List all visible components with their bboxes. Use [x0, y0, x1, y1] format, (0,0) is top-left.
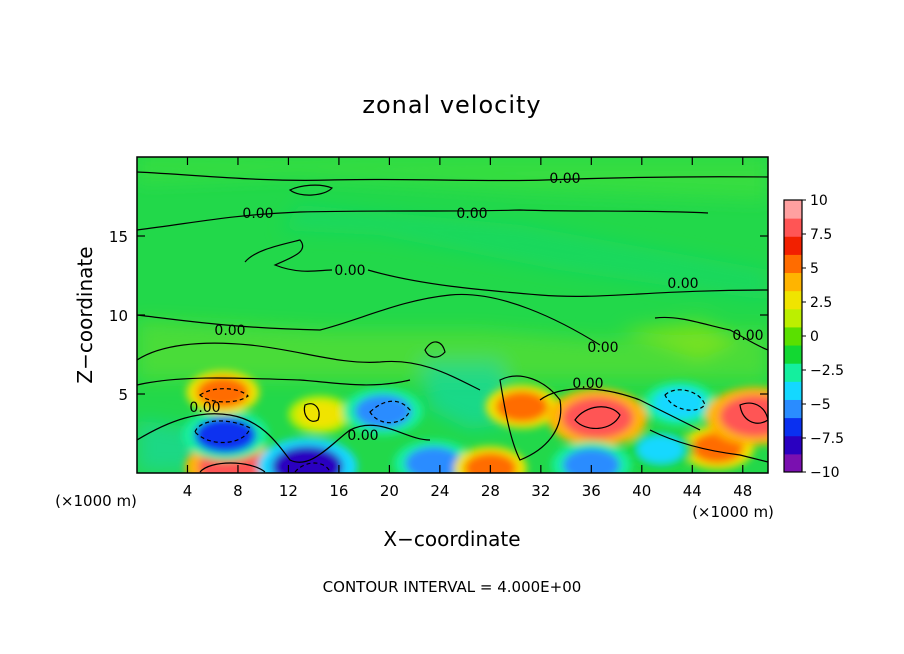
contour-label-1: 0.00	[242, 206, 273, 222]
x-tick-label-8: 8	[233, 482, 243, 500]
colorbar-segment-4	[784, 381, 802, 400]
contour-label-0: 0.00	[549, 171, 580, 187]
feature-core-9	[562, 397, 634, 439]
contour-label-7: 0.00	[587, 340, 618, 356]
y-tick-label-5: 5	[118, 386, 128, 404]
colorbar-label-5: −2.5	[810, 363, 844, 379]
feature-core-8	[495, 391, 548, 423]
background-field	[137, 157, 768, 473]
x-tick-label-32: 32	[531, 482, 550, 500]
y-tick-label-10: 10	[109, 307, 128, 325]
colorbar-segment-3	[784, 399, 802, 419]
x-unit-left: (×1000 m)	[55, 492, 137, 510]
x-tick-label-24: 24	[430, 482, 449, 500]
contour-label-4: 0.00	[667, 276, 698, 292]
feature-core-2	[194, 416, 257, 454]
colorbar-segment-0	[784, 453, 802, 473]
y-tick-label-15: 15	[109, 228, 128, 246]
colorbar-segment-9	[784, 290, 802, 310]
feature-core-11	[653, 387, 706, 419]
colorbar-labels: 10 7.5 5 2.5 0 −2.5 −5 −7.5 −10	[802, 193, 844, 481]
colorbar-segment-10	[784, 272, 802, 292]
x-tick-label-48: 48	[733, 482, 752, 500]
contour-labels: 0.00 0.00 0.00 0.00 0.00 0.00 0.00 0.00 0.00 0.00…	[189, 171, 763, 444]
colorbar-segment-5	[784, 363, 802, 382]
colorbar-segment-11	[784, 254, 802, 274]
x-tick-label-20: 20	[380, 482, 399, 500]
x-tick-label-12: 12	[279, 482, 298, 500]
y-axis-label: Z−coordinate	[73, 246, 97, 383]
feature-core-5	[354, 394, 412, 429]
feature-core-3	[196, 376, 249, 408]
colorbar-segment-2	[784, 417, 802, 437]
x-tick-label-16: 16	[329, 482, 348, 500]
contour-label-10: 0.00	[347, 428, 378, 444]
contour-label-8: 0.00	[572, 376, 603, 392]
x-axis-ticks: 4 8 12 16 20 24 28 32 36 40 44 48	[183, 157, 752, 500]
x-axis-label: X−coordinate	[383, 527, 520, 551]
feature-core-7	[464, 452, 517, 473]
colorbar-label-6: −5	[810, 397, 831, 413]
feature-core-13	[719, 395, 768, 437]
colorbar-label-7: −7.5	[810, 431, 844, 447]
colorbar-label-8: −10	[810, 465, 840, 481]
anomaly-features	[182, 370, 768, 473]
feature-core-14	[637, 435, 685, 464]
colorbar-label-4: 0	[810, 329, 819, 345]
colorbar-label-3: 2.5	[810, 295, 832, 311]
x-tick-label-44: 44	[683, 482, 702, 500]
colorbar-label-2: 5	[810, 261, 819, 277]
colorbar-segment-13	[784, 218, 802, 237]
contour-label-6: 0.00	[732, 328, 763, 344]
feature-core-1	[271, 445, 343, 473]
y-axis-ticks: 5 10 15	[109, 228, 768, 404]
contour-interval-note: CONTOUR INTERVAL = 4.000E+00	[323, 578, 582, 596]
x-tick-label-28: 28	[481, 482, 500, 500]
feature-core-6	[405, 446, 462, 473]
colorbar-label-1: 7.5	[810, 227, 832, 243]
colorbar-segment-14	[784, 200, 802, 219]
colorbar-segment-1	[784, 435, 802, 455]
x-unit-right: (×1000 m)	[692, 503, 774, 521]
contour-lines	[137, 171, 768, 473]
colorbar-segment-7	[784, 326, 802, 346]
feature-core-10	[562, 448, 620, 473]
contour-label-3: 0.00	[334, 263, 365, 279]
plot-area: 0.00 0.00 0.00 0.00 0.00 0.00 0.00 0.00 0.00 0.00…	[137, 157, 768, 473]
colorbar-segment-12	[784, 236, 802, 255]
x-tick-label-4: 4	[183, 482, 193, 500]
colorbar-segment-6	[784, 345, 802, 364]
contour-label-9: 0.00	[189, 400, 220, 416]
contour-label-5: 0.00	[214, 323, 245, 339]
x-tick-label-36: 36	[582, 482, 601, 500]
colorbar	[783, 199, 803, 473]
x-tick-label-40: 40	[632, 482, 651, 500]
feature-core-4	[297, 400, 343, 429]
chart-title: zonal velocity	[362, 91, 541, 119]
colorbar-label-0: 10	[810, 193, 828, 209]
colorbar-segment-8	[784, 308, 802, 328]
contour-label-2: 0.00	[456, 206, 487, 222]
